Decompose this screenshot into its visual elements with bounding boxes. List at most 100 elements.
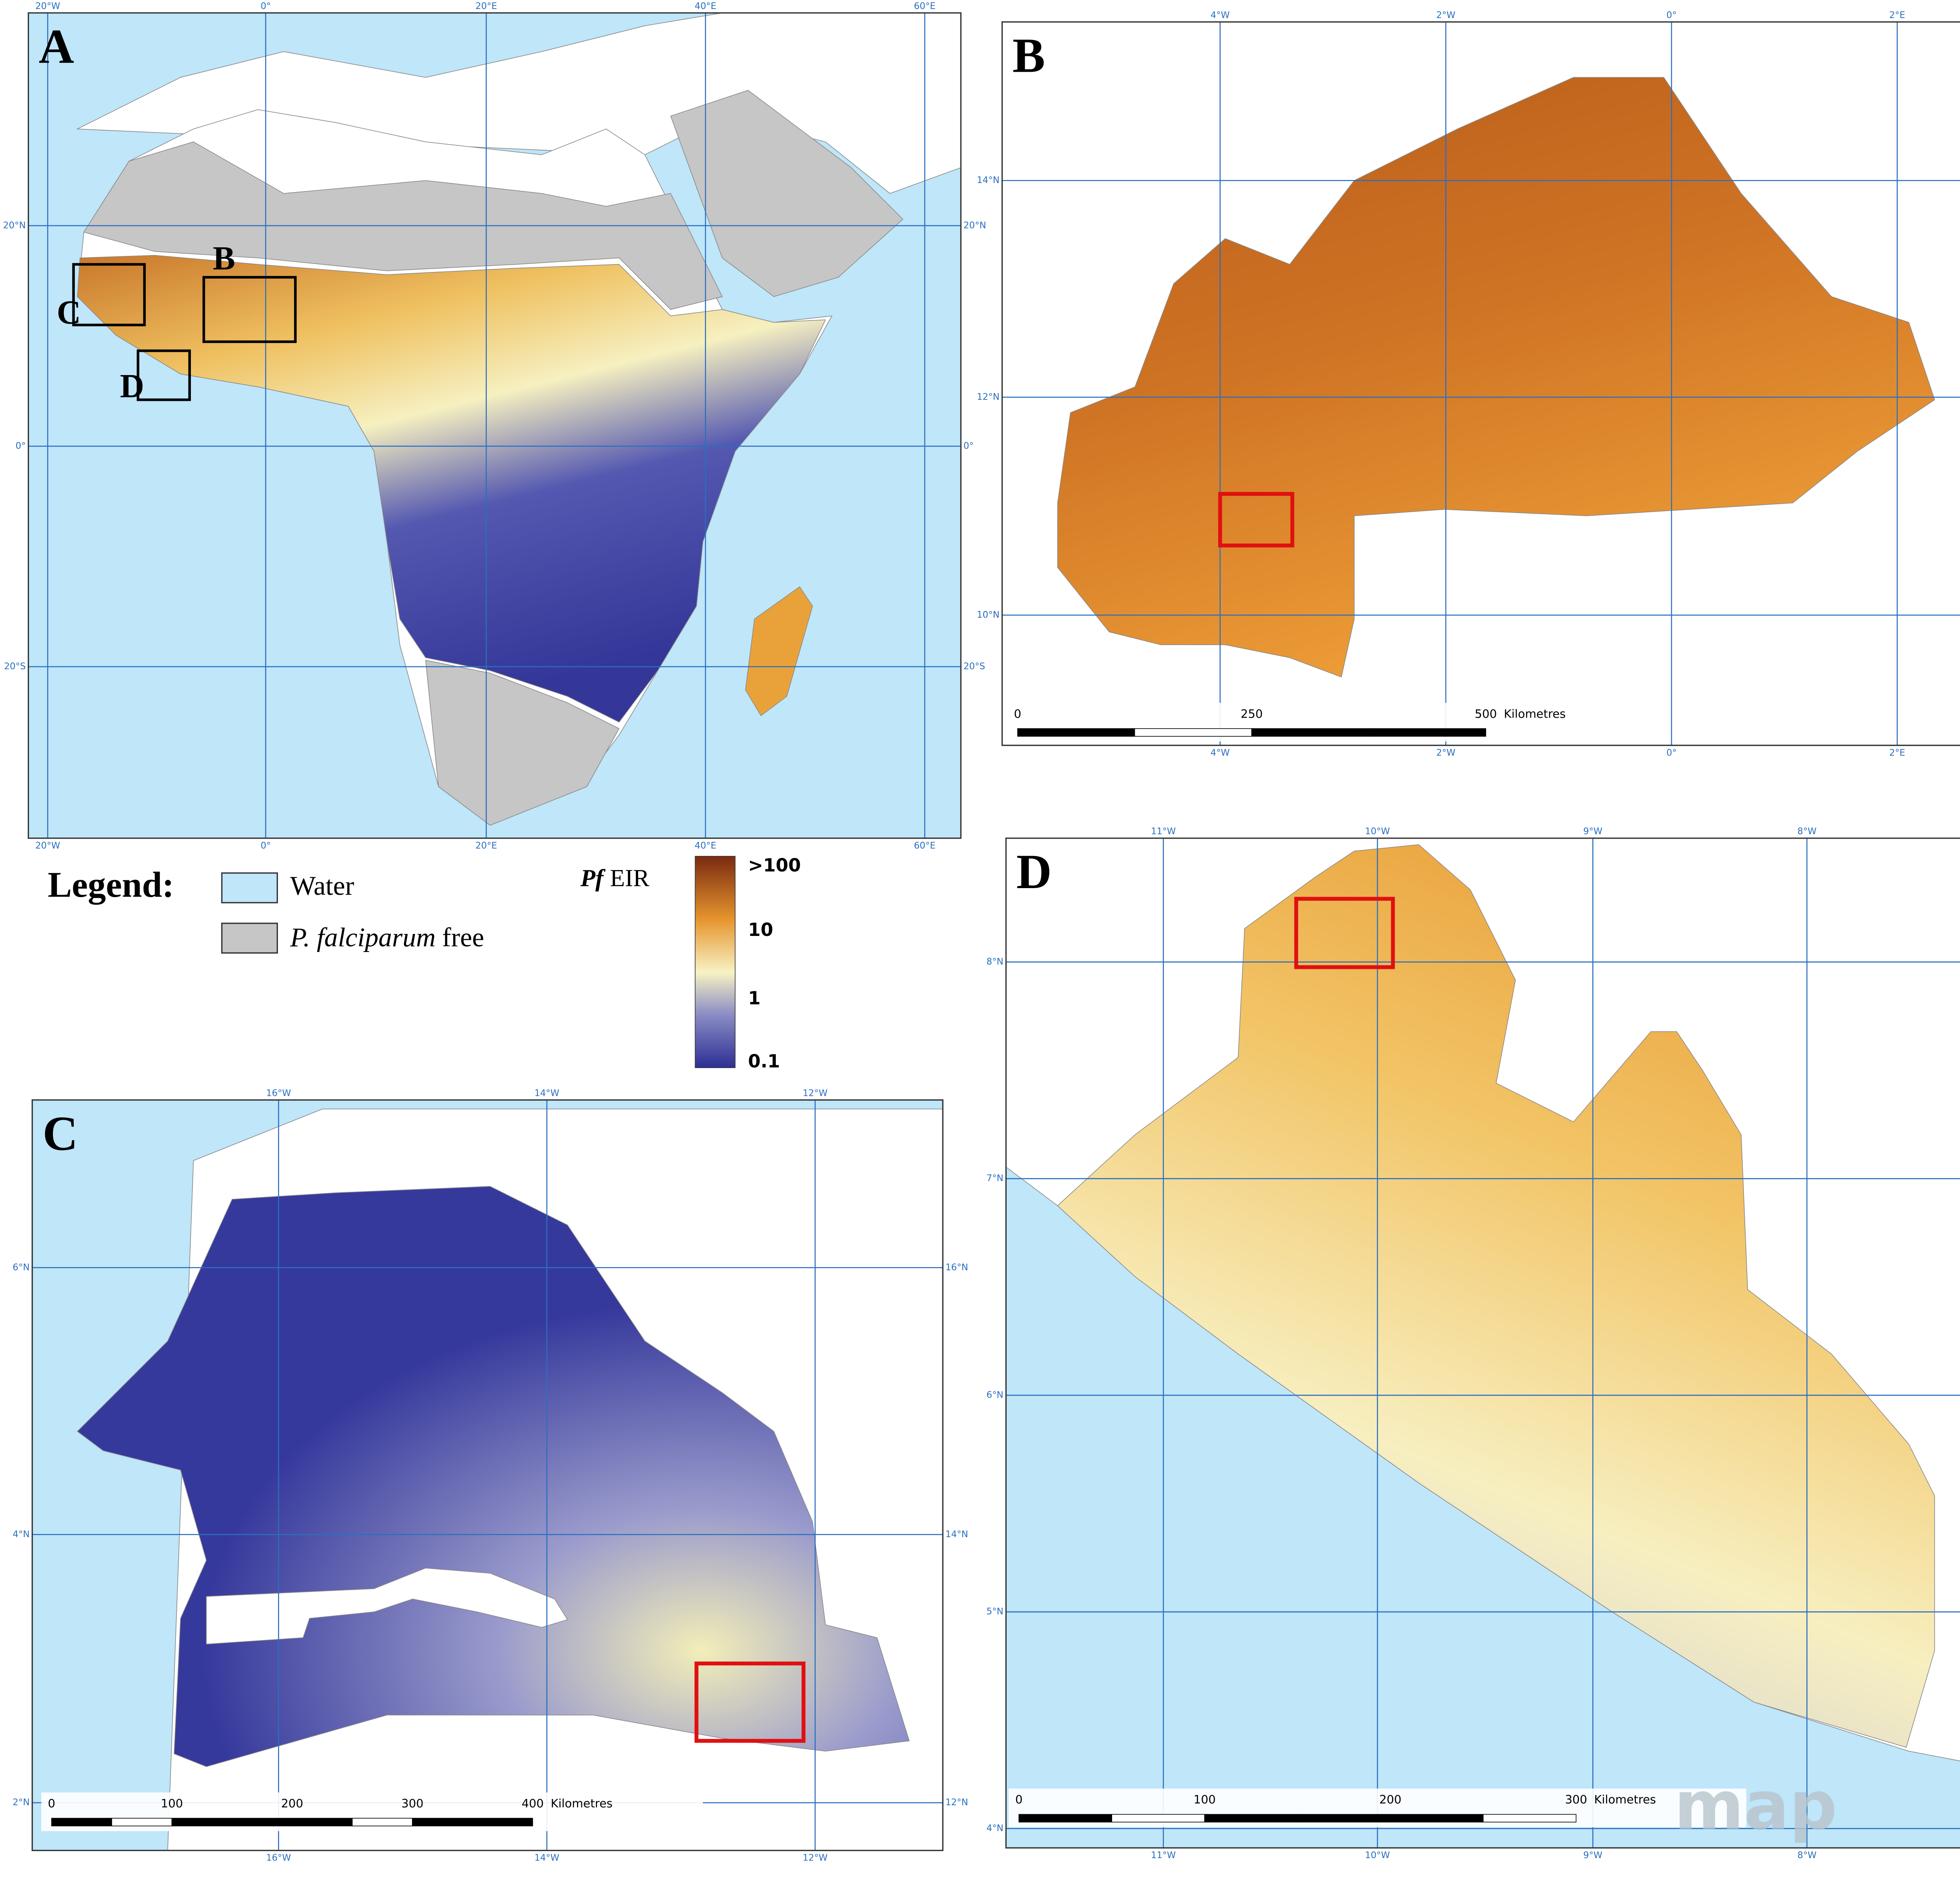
lat-label: 5°N [986, 1607, 1003, 1617]
lon-label: 9°W [1583, 1850, 1602, 1860]
lat-label: 4°N [986, 1823, 1003, 1833]
lat-label: 0° [16, 441, 26, 451]
map-panel: 0 100 200 300 Kilometres 11°W 11°W 10°W 10°W 9°W 9… [986, 827, 1960, 1860]
scale-segment [1018, 1814, 1112, 1822]
scale-segment [51, 1818, 112, 1826]
scale-segment [1134, 728, 1252, 737]
scale-label: 500 [1475, 707, 1497, 720]
scale-label: 200 [281, 1797, 303, 1810]
scale-segment [352, 1818, 413, 1826]
land [745, 586, 813, 716]
scale-label: 250 [1241, 707, 1263, 720]
map-panel: 0 100 200 300 400 Kilometres 16°W 16°W 14°W 14°W 1… [13, 1088, 968, 1863]
lon-label: 2°W [1436, 748, 1455, 758]
lat-label: 8°N [986, 957, 1003, 967]
scale-label: 300 [401, 1797, 424, 1810]
lon-label: 0° [261, 841, 271, 851]
colorbar-label: 0.1 [748, 1051, 780, 1072]
lat-label: 7°N [986, 1173, 1003, 1184]
scale-label: 200 [1379, 1793, 1402, 1806]
lat-label: 10°N [977, 610, 1000, 620]
scale-segment [292, 1818, 353, 1826]
legend-swatch [221, 923, 278, 954]
legend-italic: P. falciparum [290, 922, 436, 952]
scale-segment [1111, 1814, 1205, 1822]
lon-label: 2°E [1889, 748, 1906, 758]
lon-label: 9°W [1583, 827, 1602, 837]
lat-label: 4°N [13, 1529, 29, 1539]
colorbar [695, 856, 736, 1068]
scale-label: 0 [1014, 707, 1022, 720]
legend-rest: free [442, 922, 484, 952]
inset-box [72, 263, 146, 326]
map-content: 0 100 200 300 400 Kilometres [32, 1100, 943, 1851]
lon-label: 60°E [914, 1, 935, 11]
land [1057, 844, 1935, 1748]
lon-label: 20°W [35, 1, 60, 11]
legend-label: Water [290, 870, 354, 901]
legend-swatch [221, 872, 278, 903]
lon-label: 11°W [1151, 1850, 1176, 1860]
lat-label: 12°N [946, 1797, 968, 1808]
inset-label: D [120, 367, 144, 404]
lat-label: 12°N [977, 392, 1000, 402]
lon-label: 11°W [1151, 827, 1176, 837]
lon-label: 60°E [914, 841, 935, 851]
inset-label: C [57, 294, 81, 331]
inset-label: B [213, 240, 235, 277]
panel-letter: D [1016, 845, 1052, 899]
panel-letter: A [39, 20, 74, 74]
lon-label: 14°W [534, 1088, 559, 1099]
land [77, 255, 826, 723]
scale-label: 100 [1194, 1793, 1216, 1806]
scale-unit: Kilometres [1594, 1793, 1656, 1806]
land [670, 90, 904, 297]
lon-label: 16°W [266, 1088, 291, 1099]
lon-label: 0° [261, 1, 271, 11]
inset-box [202, 276, 297, 343]
colorbar-title: Pf EIR [580, 865, 650, 892]
scale-segment [231, 1818, 293, 1826]
scale-segment [1017, 728, 1135, 737]
panel-frame [31, 1099, 944, 1851]
lon-label: 16°W [266, 1853, 291, 1863]
colorbar-label: 1 [748, 987, 760, 1008]
lat-label: 14°N [946, 1529, 968, 1539]
lat-label: 20°S [4, 662, 25, 672]
legend-label: P. falciparum free [290, 922, 484, 952]
map-content: 0 100 200 300 Kilometres [1006, 838, 1960, 1848]
panel-letter: B [1013, 29, 1045, 83]
lat-label: 0° [964, 441, 974, 451]
lon-label: 4°W [1210, 748, 1230, 758]
scale-segment [1297, 1814, 1391, 1822]
lat-label: 20°N [964, 220, 986, 230]
lon-label: 0° [1666, 10, 1677, 20]
scale-segment [1483, 1814, 1577, 1822]
lon-label: 10°W [1365, 827, 1390, 837]
scale-label: 100 [161, 1797, 183, 1810]
panel-frame [1001, 21, 1960, 746]
study-area [694, 1661, 806, 1743]
lon-label: 20°E [475, 1, 497, 11]
lat-label: 20°N [3, 220, 26, 230]
colorbar-italic: Pf [580, 865, 606, 892]
lon-label: 12°W [803, 1088, 828, 1099]
lon-label: 20°W [35, 841, 60, 851]
panel-letter: C [43, 1107, 78, 1161]
scale-segment [1251, 728, 1369, 737]
scale-label: 400 [522, 1797, 544, 1810]
lon-label: 8°W [1797, 827, 1817, 837]
lon-label: 12°W [803, 1853, 828, 1863]
scale-segment [412, 1818, 473, 1826]
lon-label: 14°W [534, 1853, 559, 1863]
scale-label: 0 [48, 1797, 55, 1810]
lat-label: 2°N [13, 1797, 29, 1808]
lat-label: 6°N [986, 1390, 1003, 1400]
panel-frame [27, 12, 962, 839]
lat-label: 16°N [946, 1262, 968, 1273]
scale-segment [1390, 1814, 1484, 1822]
land [1057, 77, 1935, 678]
lon-label: 0° [1666, 748, 1677, 758]
lon-label: 40°E [695, 1, 716, 11]
